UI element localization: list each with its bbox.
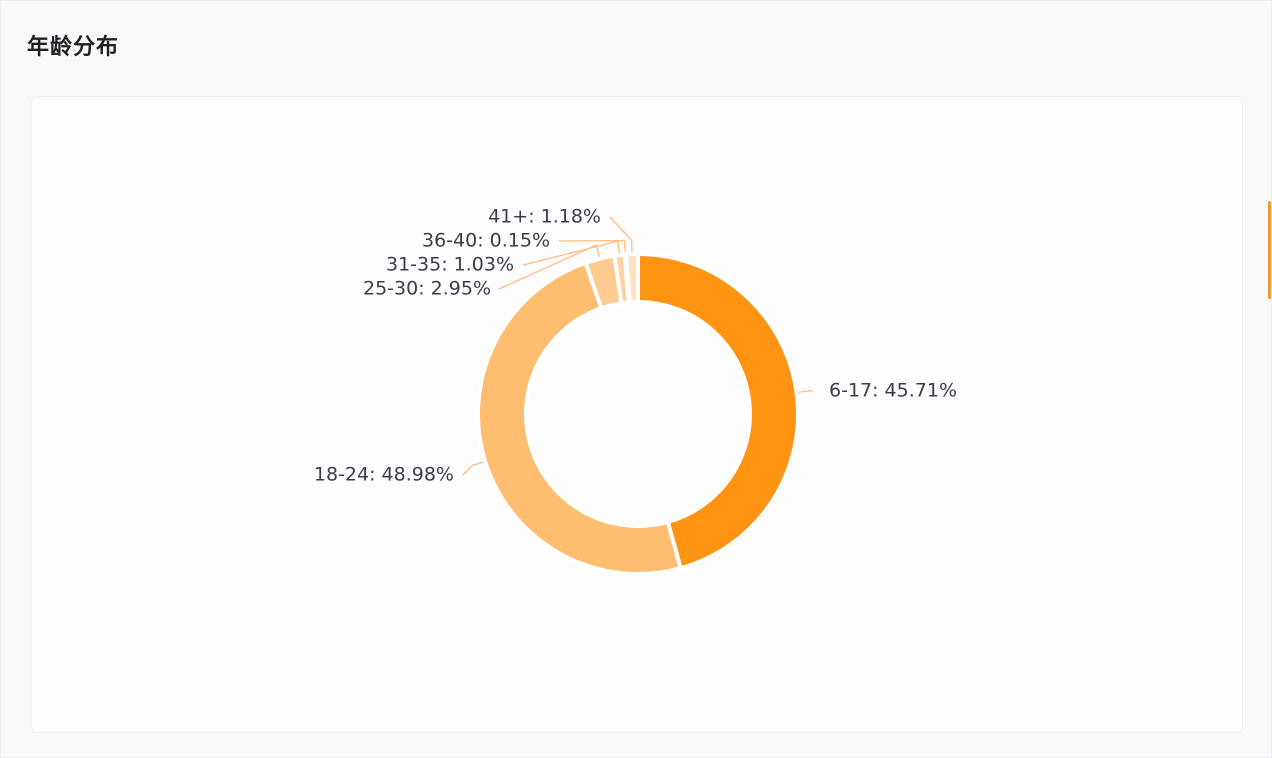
data-label-18-24: 18-24: 48.98% bbox=[314, 464, 454, 486]
leader-line-25-30 bbox=[498, 244, 600, 290]
chart-card bbox=[31, 96, 1243, 733]
data-label-41plus: 41+: 1.18% bbox=[488, 206, 601, 228]
slice-18-24[interactable] bbox=[476, 260, 684, 576]
leader-line-41plus bbox=[609, 216, 633, 253]
data-label-6-17: 6-17: 45.71% bbox=[829, 380, 957, 402]
leader-line-36-40 bbox=[558, 239, 626, 253]
slice-41plus[interactable] bbox=[624, 251, 640, 305]
leader-line-6-17 bbox=[798, 389, 814, 393]
data-label-36-40: 36-40: 0.15% bbox=[422, 230, 550, 252]
data-label-31-35: 31-35: 1.03% bbox=[386, 254, 514, 276]
data-label-25-30: 25-30: 2.95% bbox=[363, 278, 491, 300]
leader-line-18-24 bbox=[462, 461, 484, 476]
scroll-indicator[interactable] bbox=[1268, 201, 1271, 299]
slice-6-17[interactable] bbox=[636, 251, 800, 571]
section-title: 年龄分布 bbox=[27, 35, 120, 60]
